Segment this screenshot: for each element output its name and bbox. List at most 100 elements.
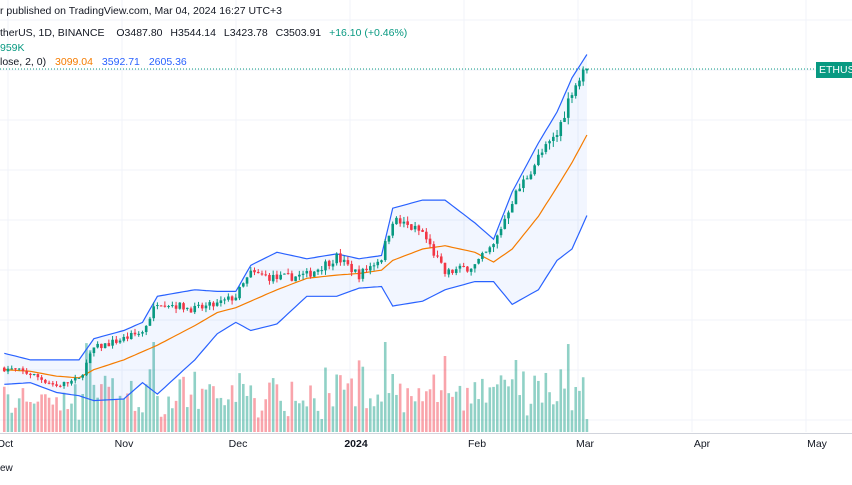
candle-body <box>275 274 279 279</box>
bb-basis-value: 3099.04 <box>55 56 93 68</box>
bb-fill <box>4 54 587 401</box>
volume-bar <box>249 385 253 432</box>
bb-upper-line <box>4 54 588 361</box>
candle-body <box>189 308 193 313</box>
candle-body <box>581 69 585 82</box>
volume-bar <box>238 373 241 432</box>
candle-body <box>413 225 417 230</box>
volume-bar <box>283 410 286 432</box>
volume-bar <box>6 394 10 432</box>
volume-bar <box>242 383 245 432</box>
volume-bar <box>167 396 170 432</box>
candle-body <box>503 218 507 229</box>
candlesticks <box>2 66 589 389</box>
candle-body <box>245 277 249 284</box>
volume-bar <box>354 406 357 432</box>
volume-bar <box>503 379 507 432</box>
volume-bar <box>305 406 309 432</box>
candle-body <box>342 259 346 262</box>
volume-bar <box>421 401 424 432</box>
candle-body <box>137 333 141 335</box>
candle-body <box>66 382 70 384</box>
candle-body <box>439 256 443 263</box>
volume-bar <box>152 342 155 432</box>
volume-bar <box>428 389 432 432</box>
candle-body <box>481 253 484 259</box>
volume-bar <box>578 390 581 432</box>
candle-body <box>417 225 421 231</box>
candle-body <box>357 269 361 280</box>
candle-body <box>563 117 566 122</box>
candle-body <box>540 152 544 155</box>
volume-bar <box>350 378 353 432</box>
volume-bar <box>227 399 230 432</box>
candle-body <box>212 302 215 307</box>
volume-bar <box>40 394 43 432</box>
volume-bar <box>312 398 316 432</box>
symbol-name[interactable]: therUS, 1D, BINANCE <box>0 27 105 39</box>
volume-bar <box>219 397 223 432</box>
volume-bar <box>481 378 484 432</box>
volume-bar <box>10 412 14 432</box>
volume-bar <box>346 383 350 432</box>
volume-bar <box>2 386 6 432</box>
volume-bar <box>410 396 413 432</box>
volume-bar <box>537 380 540 432</box>
symbol-legend[interactable]: therUS, 1D, BINANCE O3487.80 H3544.14 L3… <box>0 27 407 39</box>
candle-body <box>230 296 234 301</box>
volume-bar <box>473 382 477 432</box>
volume-bar <box>566 344 570 432</box>
last-price-tag: ETHUS <box>816 62 852 78</box>
candle-body <box>6 368 10 372</box>
candle-body <box>81 374 84 378</box>
bb-basis-line <box>4 134 588 379</box>
volume-bar <box>406 388 409 432</box>
candle-body <box>122 336 126 341</box>
volume-bar <box>100 384 103 432</box>
volume-bar <box>466 387 469 432</box>
volume-bar <box>309 385 312 432</box>
volume-bar <box>230 385 234 432</box>
bollinger-bands <box>4 54 588 402</box>
candle-body <box>462 265 465 268</box>
candle-body <box>73 377 77 381</box>
ohlc-close: C3503.91 <box>275 27 322 39</box>
time-tick-label: Dec <box>229 438 248 450</box>
volume-bar <box>197 408 200 432</box>
candle-body <box>331 263 335 267</box>
volume-bar <box>118 395 122 432</box>
candle-body <box>215 302 219 306</box>
volume-value: 959K <box>0 42 25 54</box>
volume-bar <box>451 396 454 432</box>
candle-body <box>324 261 327 271</box>
candle-body <box>219 300 223 303</box>
candle-body <box>242 283 245 287</box>
candle-body <box>133 332 137 335</box>
volume-bar <box>462 410 465 432</box>
candle-body <box>514 190 518 205</box>
volume-bar <box>62 392 66 432</box>
volume-bar <box>368 398 372 432</box>
candle-body <box>223 299 226 301</box>
bb-legend[interactable]: lose, 2, 0) 3099.04 3592.71 2605.36 <box>0 56 187 68</box>
candle-body <box>387 235 391 242</box>
volume-bar <box>32 403 36 432</box>
volume-legend[interactable]: 959K <box>0 42 25 54</box>
volume-bar <box>268 382 271 432</box>
volume-bar <box>144 384 148 432</box>
ohlc-high: H3544.14 <box>170 27 216 39</box>
volume-bar <box>92 384 96 432</box>
candle-body <box>305 271 309 274</box>
candle-body <box>368 266 372 271</box>
volume-bar <box>436 401 439 432</box>
volume-bar <box>294 400 297 432</box>
candle-body <box>458 265 462 269</box>
volume-bar <box>555 401 559 432</box>
volume-bar <box>208 384 211 432</box>
candle-body <box>447 269 451 275</box>
candle-body <box>406 221 409 225</box>
candle-body <box>141 332 144 334</box>
volume-bar <box>395 394 398 432</box>
volume-bar <box>327 393 331 432</box>
